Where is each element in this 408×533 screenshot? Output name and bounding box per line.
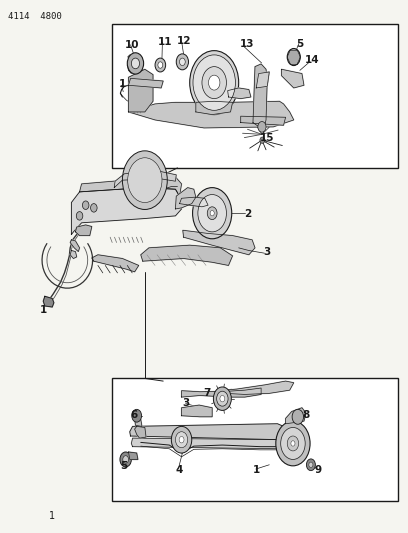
Text: 10: 10 xyxy=(124,40,139,50)
Polygon shape xyxy=(129,78,163,88)
Polygon shape xyxy=(129,69,153,112)
Polygon shape xyxy=(282,69,304,88)
Text: 1: 1 xyxy=(253,465,260,475)
Polygon shape xyxy=(130,424,286,440)
Polygon shape xyxy=(71,188,182,235)
Circle shape xyxy=(158,62,163,68)
Circle shape xyxy=(175,432,188,448)
Circle shape xyxy=(180,58,185,66)
Text: 4114  4800: 4114 4800 xyxy=(8,12,62,21)
Circle shape xyxy=(291,441,295,446)
Circle shape xyxy=(306,459,315,471)
Polygon shape xyxy=(182,405,212,417)
Text: 1: 1 xyxy=(40,305,47,315)
Text: 12: 12 xyxy=(177,36,191,46)
Circle shape xyxy=(258,122,266,132)
Polygon shape xyxy=(80,177,182,196)
Circle shape xyxy=(91,204,97,212)
Circle shape xyxy=(176,54,188,70)
Text: 9: 9 xyxy=(314,465,321,475)
Circle shape xyxy=(202,67,226,99)
Polygon shape xyxy=(224,381,294,394)
Text: 5: 5 xyxy=(120,462,128,471)
Circle shape xyxy=(179,437,184,443)
Circle shape xyxy=(260,137,265,143)
Polygon shape xyxy=(175,188,196,209)
Polygon shape xyxy=(253,64,267,127)
Circle shape xyxy=(128,158,162,203)
Circle shape xyxy=(190,51,239,115)
Circle shape xyxy=(193,188,232,239)
Polygon shape xyxy=(129,452,138,459)
Circle shape xyxy=(276,421,310,466)
Polygon shape xyxy=(135,426,146,438)
Text: 8: 8 xyxy=(303,410,310,419)
Circle shape xyxy=(171,426,192,453)
Circle shape xyxy=(213,387,231,410)
Circle shape xyxy=(131,58,140,69)
Polygon shape xyxy=(114,172,176,188)
Polygon shape xyxy=(92,255,139,272)
Circle shape xyxy=(132,409,142,422)
Text: 2: 2 xyxy=(244,209,251,219)
Circle shape xyxy=(127,53,144,74)
Text: 6: 6 xyxy=(131,410,138,419)
Polygon shape xyxy=(75,225,92,236)
Text: 5: 5 xyxy=(296,39,303,49)
Text: 15: 15 xyxy=(260,133,275,142)
Polygon shape xyxy=(135,418,142,426)
Polygon shape xyxy=(141,245,233,265)
Polygon shape xyxy=(182,388,261,397)
Circle shape xyxy=(155,58,166,72)
Text: 1: 1 xyxy=(49,511,55,521)
Polygon shape xyxy=(129,101,294,128)
Text: 3: 3 xyxy=(183,399,190,408)
Text: 13: 13 xyxy=(240,39,255,49)
Circle shape xyxy=(76,212,83,220)
Circle shape xyxy=(287,436,299,451)
Text: 4: 4 xyxy=(175,465,183,475)
Bar xyxy=(112,24,398,168)
Circle shape xyxy=(210,211,214,216)
Circle shape xyxy=(208,75,220,90)
Circle shape xyxy=(220,395,225,402)
Circle shape xyxy=(120,452,131,467)
Circle shape xyxy=(123,456,129,463)
Polygon shape xyxy=(241,116,286,125)
Circle shape xyxy=(193,55,235,110)
Circle shape xyxy=(122,151,167,209)
Polygon shape xyxy=(131,438,282,449)
Text: 14: 14 xyxy=(305,55,320,65)
Text: 11: 11 xyxy=(158,37,173,47)
Polygon shape xyxy=(183,230,255,255)
Circle shape xyxy=(281,427,305,459)
Circle shape xyxy=(198,195,226,232)
Bar xyxy=(112,378,398,501)
Text: 1: 1 xyxy=(118,79,126,88)
Polygon shape xyxy=(180,197,208,207)
Circle shape xyxy=(309,462,313,467)
Polygon shape xyxy=(70,251,77,259)
Polygon shape xyxy=(256,72,269,88)
Text: 3: 3 xyxy=(263,247,271,257)
Polygon shape xyxy=(196,101,233,115)
Polygon shape xyxy=(228,88,251,99)
Circle shape xyxy=(287,49,300,66)
Polygon shape xyxy=(70,240,80,252)
Circle shape xyxy=(292,409,304,424)
Circle shape xyxy=(207,207,217,220)
Circle shape xyxy=(217,391,228,406)
Polygon shape xyxy=(43,296,54,307)
Text: 7: 7 xyxy=(203,389,211,398)
Circle shape xyxy=(82,201,89,209)
Polygon shape xyxy=(286,408,306,424)
